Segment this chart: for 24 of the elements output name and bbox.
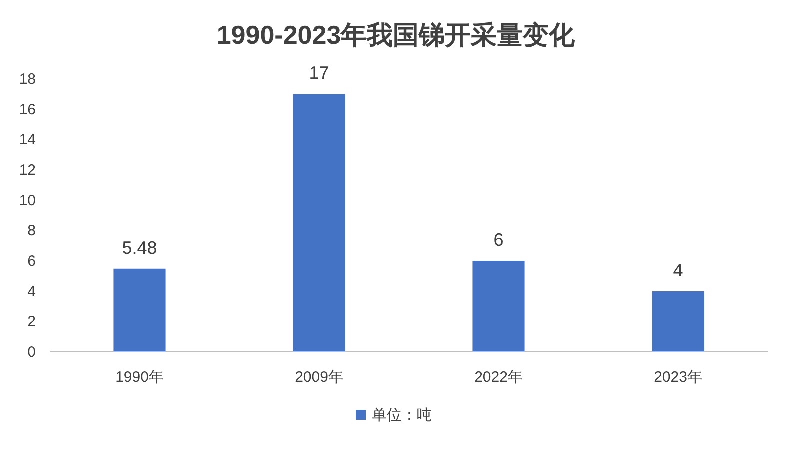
data-label: 5.48 [122, 238, 158, 258]
bar [114, 268, 166, 352]
y-tick-label: 10 [19, 192, 36, 210]
bar [293, 94, 346, 352]
legend-label: 单位：吨 [372, 407, 432, 424]
x-tick-label: 2022年 [474, 369, 523, 386]
y-tick-label: 8 [28, 222, 36, 240]
x-tick-label: 2023年 [654, 369, 702, 386]
data-label: 17 [309, 63, 330, 84]
y-tick-label: 18 [19, 71, 36, 88]
y-tick-label: 14 [19, 132, 36, 149]
y-tick-label: 0 [28, 344, 36, 361]
data-label: 6 [494, 230, 504, 250]
y-tick-label: 4 [28, 283, 36, 300]
y-tick-label: 6 [28, 253, 36, 270]
x-tick-label: 2009年 [295, 369, 344, 386]
x-tick-label: 1990年 [116, 369, 164, 386]
bar [472, 261, 525, 352]
bar [652, 291, 704, 352]
y-tick-label: 2 [28, 314, 36, 331]
y-tick-label: 16 [19, 101, 36, 118]
y-tick-label: 12 [19, 162, 36, 179]
chart-title: 1990-2023年我国锑开采量变化 [216, 20, 576, 50]
data-label: 4 [673, 260, 684, 280]
